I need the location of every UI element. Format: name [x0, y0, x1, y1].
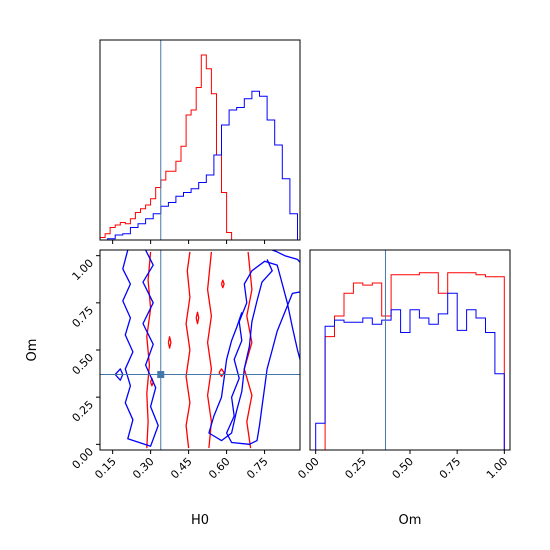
om-histogram-frame: [309, 249, 511, 451]
contour-series-0-line-1: [185, 251, 191, 449]
contour-ytick-label-1: 0.25: [70, 398, 97, 425]
om-histogram-panel: 0.00 0.25 0.50 0.75 1.00 Om: [295, 249, 511, 528]
om-xtick-label-1: 0.25: [342, 455, 369, 482]
contour-xtick-label-4: 0.75: [244, 455, 271, 482]
contour-series-1-line-0: [122, 250, 159, 447]
h0-histogram-ticks: [112, 240, 266, 244]
contour-ytick-label-4: 1.00: [70, 257, 97, 284]
h0-histogram-frame: [99, 39, 301, 241]
om-h0-contour-panel: 0.15 0.30 0.45 0.60 0.75 0.00 0.25 0.50 0.75 1.00…: [25, 249, 301, 528]
contour-truth-marker: [157, 371, 165, 379]
y-axis-label-om: Om: [25, 339, 40, 362]
contour-xtick-label-1: 0.30: [130, 455, 157, 482]
x-axis-label-om: Om: [399, 513, 422, 528]
contour-series-0-line-5: [195, 311, 200, 325]
om-histogram-series-1: [315, 292, 505, 450]
contour-ytick-label-2: 0.50: [70, 351, 97, 378]
contour-series-0-line-0: [146, 251, 152, 449]
h0-histogram-series-0: [99, 54, 233, 240]
contour-xtick-label-2: 0.45: [168, 455, 195, 482]
om-xtick-label-0: 0.00: [295, 455, 322, 482]
contour-series-1-line-2: [225, 260, 300, 445]
contour-series-0-line-7: [220, 279, 225, 289]
contour-ytick-label-0: 0.00: [70, 445, 97, 472]
h0-histogram-panel: [99, 39, 301, 244]
om-xtick-label-4: 1.00: [484, 455, 511, 482]
contour-frame: [99, 249, 301, 451]
om-histogram-series-0: [315, 272, 505, 450]
contour-series-0-line-3: [243, 251, 253, 449]
contour-xtick-label-0: 0.15: [92, 455, 119, 482]
contour-series-1-line-3: [271, 250, 300, 264]
h0-histogram-series-1: [107, 90, 298, 240]
contour-series-0-line-2: [206, 251, 213, 449]
contour-series-0-line-6: [167, 336, 172, 349]
om-xtick-label-3: 0.75: [437, 455, 464, 482]
x-axis-label-h0: H0: [191, 513, 209, 528]
contour-series-1-line-4: [208, 259, 273, 442]
contour-series-0-line-4: [218, 368, 225, 378]
om-histogram-ticks: 0.00 0.25 0.50 0.75 1.00: [295, 450, 510, 481]
contour-xtick-label-3: 0.60: [206, 455, 233, 482]
om-xtick-label-2: 0.50: [390, 455, 417, 482]
contour-ytick-label-3: 0.75: [70, 304, 97, 331]
